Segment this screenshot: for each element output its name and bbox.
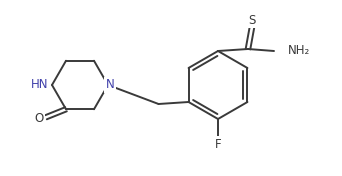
Text: F: F — [215, 137, 221, 150]
Text: N: N — [106, 78, 114, 92]
Text: O: O — [35, 112, 44, 125]
Text: S: S — [248, 14, 256, 27]
Text: HN: HN — [30, 78, 48, 92]
Text: NH₂: NH₂ — [288, 45, 310, 58]
